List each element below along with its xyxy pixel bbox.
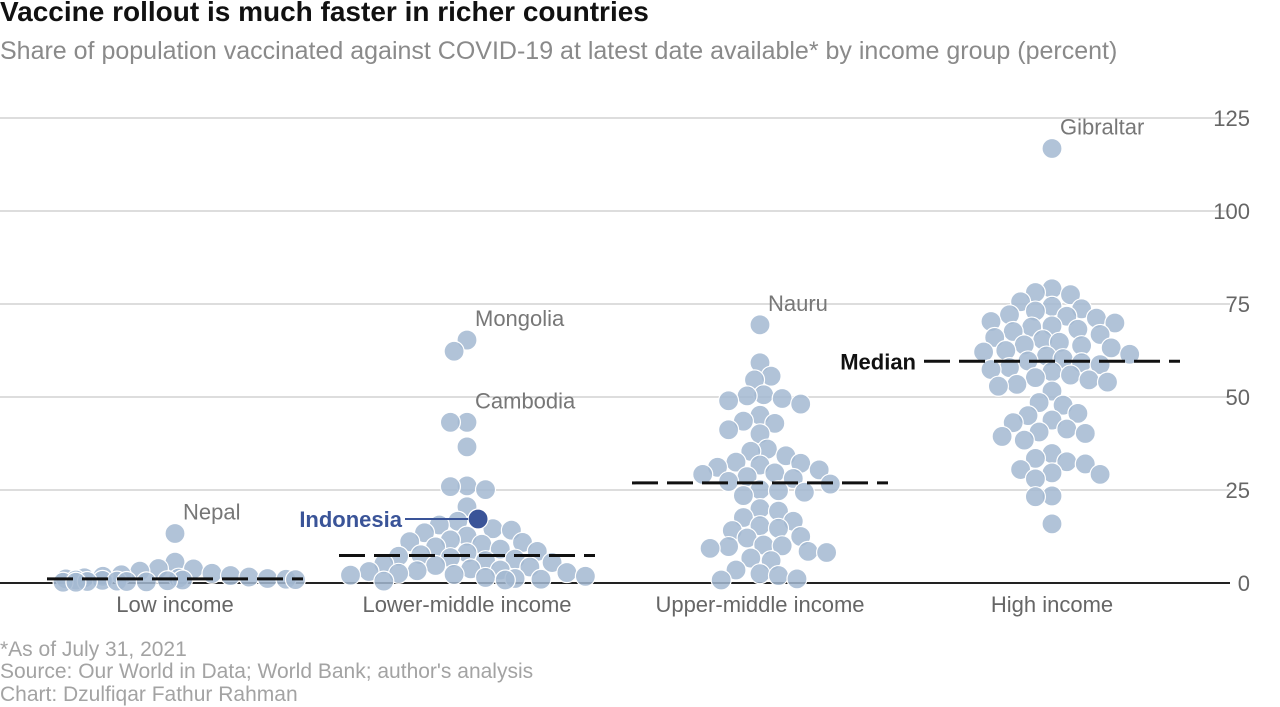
data-point (1061, 365, 1081, 385)
data-point (117, 572, 137, 592)
data-point (791, 394, 811, 414)
data-point (495, 570, 515, 590)
data-point (794, 482, 814, 502)
data-point (719, 391, 739, 411)
data-point (1042, 514, 1062, 534)
data-point (444, 564, 464, 584)
annotation-label: Mongolia (475, 306, 565, 331)
data-point (1079, 370, 1099, 390)
y-tick-label: 25 (1226, 478, 1250, 503)
data-point (700, 538, 720, 558)
data-point (239, 567, 259, 587)
data-point (787, 569, 807, 589)
data-point (798, 541, 818, 561)
data-point (817, 542, 837, 562)
data-point (1057, 419, 1077, 439)
data-point (476, 480, 496, 500)
data-point (733, 486, 753, 506)
data-point (136, 572, 156, 592)
data-point (693, 464, 713, 484)
annotation-label: Cambodia (475, 388, 576, 413)
data-point (575, 566, 595, 586)
data-point (457, 437, 477, 457)
y-tick-label: 0 (1238, 571, 1250, 596)
highlight-label: Indonesia (299, 507, 402, 532)
data-point (750, 564, 770, 584)
footnote-source: Source: Our World in Data; World Bank; a… (0, 660, 533, 683)
data-point (992, 426, 1012, 446)
data-point (719, 537, 739, 557)
data-point (165, 524, 185, 544)
y-tick-label: 125 (1213, 106, 1250, 131)
data-point (476, 567, 496, 587)
x-category-label: Low income (116, 592, 233, 617)
y-tick-label: 100 (1213, 199, 1250, 224)
data-point (1007, 374, 1027, 394)
data-point (157, 571, 177, 591)
data-point (1025, 469, 1045, 489)
data-point (996, 341, 1016, 361)
data-point (1075, 423, 1095, 443)
x-category-label: Lower-middle income (362, 592, 571, 617)
data-point (737, 386, 757, 406)
data-point (769, 518, 789, 538)
data-point (440, 477, 460, 497)
data-point (765, 463, 785, 483)
data-point (719, 420, 739, 440)
data-point (772, 388, 792, 408)
y-tick-label: 75 (1226, 292, 1250, 317)
data-point (711, 570, 731, 590)
median-label: Median (840, 349, 916, 374)
data-point (444, 341, 464, 361)
data-point (221, 566, 241, 586)
data-point (341, 565, 361, 585)
annotation-label: Nauru (768, 291, 828, 316)
data-point (1090, 464, 1110, 484)
x-category-label: Upper-middle income (655, 592, 864, 617)
data-point (1025, 368, 1045, 388)
data-point (66, 572, 86, 592)
data-point (1042, 139, 1062, 159)
data-point (426, 556, 446, 576)
data-point (440, 412, 460, 432)
data-point (557, 563, 577, 583)
data-point (750, 315, 770, 335)
data-point (407, 561, 427, 581)
highlight-point (468, 509, 488, 529)
data-point (1025, 487, 1045, 507)
data-point (769, 566, 789, 586)
data-point (374, 571, 394, 591)
data-point (988, 376, 1008, 396)
x-category-label: High income (991, 592, 1113, 617)
data-point (1098, 372, 1118, 392)
footnote-date: *As of July 31, 2021 (0, 638, 187, 661)
annotation-label: Gibraltar (1060, 115, 1144, 140)
annotation-label: Nepal (183, 500, 240, 525)
data-point (531, 569, 551, 589)
footnote-credit: Chart: Dzulfiqar Fathur Rahman (0, 683, 298, 706)
data-point (1014, 430, 1034, 450)
y-tick-label: 50 (1226, 385, 1250, 410)
